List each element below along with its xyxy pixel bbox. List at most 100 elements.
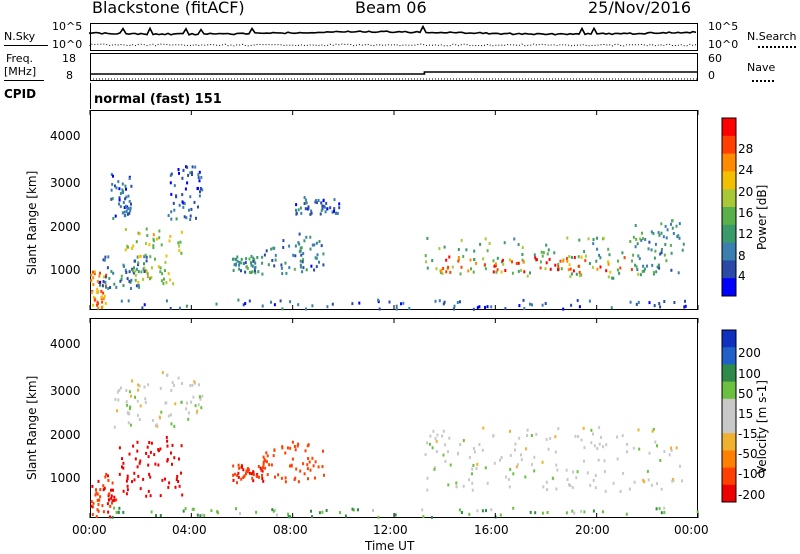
- velocity-cell: [274, 475, 276, 479]
- power-cbtick-8: 8: [738, 249, 746, 263]
- freq-label-2: [MHz]: [4, 65, 37, 78]
- power-cell: [309, 247, 312, 251]
- velocity-cell: [573, 511, 576, 515]
- velocity-cell: [652, 427, 655, 431]
- power-cell: [233, 263, 236, 267]
- power-cell: [322, 263, 325, 267]
- velocity-cell: [297, 480, 300, 484]
- power-cell: [303, 239, 306, 243]
- velocity-cell: [98, 498, 101, 502]
- velocity-cell: [111, 501, 113, 505]
- power-cell: [250, 271, 253, 274]
- power-cell: [257, 270, 260, 274]
- velocity-cell: [468, 512, 471, 516]
- velocity-cell: [255, 510, 258, 514]
- power-cell: [129, 280, 132, 284]
- velocity-cell: [107, 510, 110, 514]
- power-cell: [577, 255, 580, 259]
- power-cell: [669, 243, 672, 247]
- power-cell: [602, 236, 605, 240]
- power-cell: [185, 216, 188, 220]
- power-cell: [128, 199, 131, 203]
- velocity-cell: [262, 466, 264, 470]
- power-cell: [90, 291, 93, 295]
- velocity-cell: [125, 492, 128, 496]
- velocity-cell: [245, 472, 247, 476]
- power-cell: [132, 244, 135, 248]
- velocity-cell: [289, 515, 292, 519]
- velocity-cell: [149, 494, 152, 498]
- velocity-cell: [583, 510, 586, 514]
- velocity-cell: [457, 452, 459, 456]
- velocity-cell: [105, 472, 108, 476]
- power-cell: [578, 274, 581, 278]
- power-cell: [523, 307, 526, 310]
- power-cell: [115, 285, 118, 289]
- velocity-cell: [311, 456, 314, 460]
- power-cell: [126, 277, 129, 281]
- power-cell: [102, 258, 105, 262]
- velocity-cell: [160, 410, 163, 414]
- velocity-cell: [136, 465, 139, 469]
- power-cell: [658, 302, 661, 306]
- power-cbtick-4: 4: [738, 269, 746, 283]
- power-cell: [160, 279, 163, 283]
- velocity-cell: [149, 475, 152, 479]
- velocity-cell: [148, 472, 151, 476]
- power-cell: [299, 263, 302, 267]
- power-cell: [191, 165, 194, 169]
- power-cell: [107, 287, 110, 290]
- power-cell: [469, 258, 472, 262]
- velocity-cell: [597, 458, 600, 462]
- power-cell: [311, 304, 314, 308]
- power-cell: [270, 247, 273, 251]
- power-cbtick-20: 20: [738, 185, 754, 199]
- power-cell: [623, 256, 626, 260]
- velocity-cell: [159, 386, 162, 390]
- power-colorbar-swatch: [722, 260, 736, 279]
- power-cell: [648, 301, 651, 305]
- power-cell: [484, 267, 487, 271]
- velocity-cell: [237, 475, 240, 479]
- velocity-cell: [633, 480, 636, 484]
- power-cell: [128, 211, 131, 215]
- velocity-cell: [426, 488, 429, 492]
- velocity-cell: [518, 436, 521, 440]
- velocity-cell: [429, 434, 432, 438]
- power-cell: [314, 256, 317, 260]
- power-cell: [164, 269, 166, 273]
- power-cell: [546, 252, 549, 256]
- velocity-cell: [237, 463, 240, 467]
- power-cell: [541, 303, 544, 307]
- velocity-cell: [176, 475, 179, 478]
- power-cell: [131, 267, 134, 271]
- power-cell: [323, 205, 326, 209]
- velocity-cell: [94, 493, 97, 497]
- power-cell: [215, 302, 218, 306]
- power-cbtick-12: 12: [738, 227, 754, 241]
- velocity-cell: [165, 435, 168, 439]
- power-cell: [97, 306, 100, 310]
- velocity-cell: [129, 423, 132, 427]
- power-cell: [143, 266, 146, 270]
- velocity-cell: [247, 467, 249, 471]
- noise-panel: [90, 23, 698, 51]
- power-cell: [124, 214, 127, 218]
- velocity-cell: [273, 448, 276, 452]
- power-cell: [158, 229, 161, 233]
- power-cell: [662, 235, 665, 239]
- power-cell: [102, 297, 105, 301]
- velocity-cell: [170, 389, 173, 392]
- power-cell: [515, 262, 518, 265]
- velocity-cell: [199, 514, 202, 518]
- power-cell: [245, 257, 248, 261]
- power-cell: [138, 232, 141, 236]
- velocity-cell: [574, 434, 577, 438]
- power-cell: [124, 248, 127, 252]
- velocity-cell: [303, 472, 306, 476]
- power-cell: [320, 201, 323, 205]
- velocity-cell: [96, 498, 99, 502]
- velocity-cell: [551, 476, 554, 480]
- velocity-cell: [626, 450, 629, 454]
- power-cell: [684, 299, 686, 303]
